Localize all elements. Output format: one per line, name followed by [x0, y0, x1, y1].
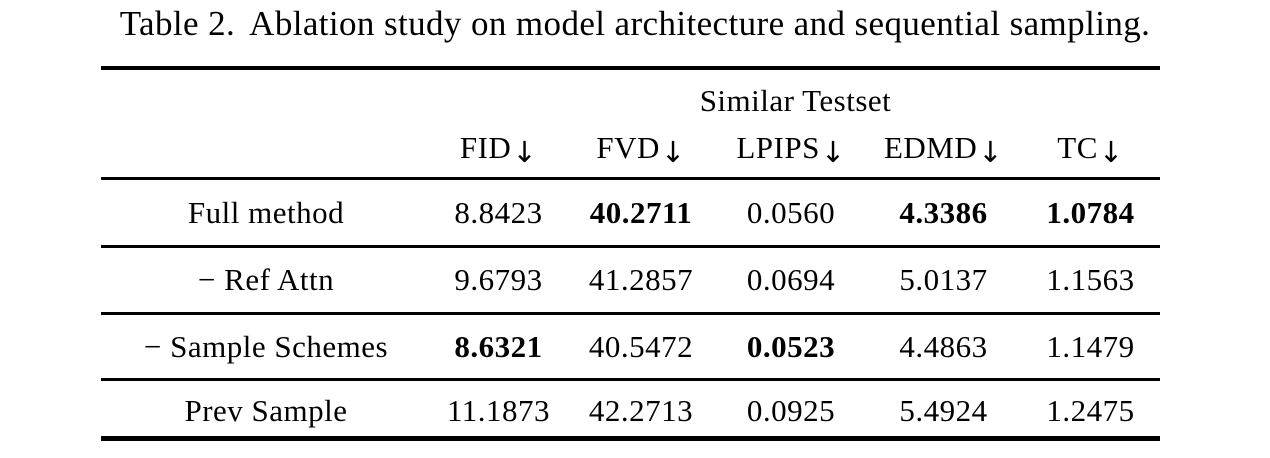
value-cell-lpips: 0.0560 — [746, 194, 836, 230]
down-arrow-icon: ↓ — [820, 134, 846, 169]
column-header-fid-label: FID — [459, 129, 512, 165]
column-group-header-row: Similar Testset — [101, 70, 1160, 122]
table-row-prev-sample: Prev Sample 11.1873 42.2713 0.0925 5.492… — [101, 381, 1160, 436]
column-header-row: FID↓ FVD↓ LPIPS↓ EDMD↓ TC↓ — [101, 122, 1160, 180]
value-cell-fid: 11.1873 — [446, 393, 551, 428]
value-cell-tc: 1.0784 — [1046, 194, 1135, 230]
column-header-fvd-label: FVD — [596, 129, 660, 165]
table-caption-text: Ablation study on model architecture and… — [249, 4, 1151, 43]
ablation-table: Similar Testset FID↓ FVD↓ LPIPS↓ EDMD↓ T… — [101, 66, 1160, 441]
column-group-header: Similar Testset — [699, 83, 892, 118]
value-cell-lpips: 0.0523 — [746, 328, 836, 364]
down-arrow-icon: ↓ — [978, 134, 1004, 169]
column-header-tc-label: TC — [1057, 129, 1098, 165]
table-row-full-method: Full method 8.8423 40.2711 0.0560 4.3386… — [101, 180, 1160, 248]
column-header-edmd: EDMD↓ — [866, 129, 1021, 169]
value-cell-fid: 8.8423 — [454, 194, 543, 230]
value-cell-tc: 1.1479 — [1046, 328, 1135, 364]
down-arrow-icon: ↓ — [1098, 134, 1124, 169]
value-cell-tc: 1.2475 — [1046, 393, 1135, 428]
down-arrow-icon: ↓ — [512, 134, 538, 169]
value-cell-edmd: 5.0137 — [899, 262, 988, 297]
down-arrow-icon: ↓ — [660, 134, 686, 169]
row-label: Full method — [187, 194, 345, 230]
table-caption: Table 2. Ablation study on model architec… — [0, 4, 1270, 44]
column-header-lpips: LPIPS↓ — [716, 129, 866, 169]
column-header-edmd-label: EDMD — [883, 129, 978, 165]
value-cell-tc: 1.1563 — [1046, 262, 1135, 297]
column-header-tc: TC↓ — [1021, 129, 1160, 169]
value-cell-fvd: 41.2857 — [588, 262, 694, 297]
row-label: − Sample Schemes — [143, 328, 389, 364]
column-header-fid: FID↓ — [431, 129, 566, 169]
value-cell-fid: 9.6793 — [454, 262, 543, 297]
value-cell-edmd: 5.4924 — [899, 393, 988, 428]
value-cell-fvd: 42.2713 — [588, 393, 694, 428]
column-header-fvd: FVD↓ — [566, 129, 716, 169]
value-cell-edmd: 4.3386 — [899, 194, 988, 230]
value-cell-fid: 8.6321 — [454, 328, 543, 364]
table-caption-label: Table 2. — [119, 4, 236, 43]
value-cell-fvd: 40.2711 — [589, 194, 693, 230]
table-row-sample-schemes: − Sample Schemes 8.6321 40.5472 0.0523 4… — [101, 315, 1160, 381]
row-label: − Ref Attn — [197, 262, 335, 297]
table-row-ref-attn: − Ref Attn 9.6793 41.2857 0.0694 5.0137 … — [101, 248, 1160, 315]
row-label: Prev Sample — [184, 393, 348, 428]
column-header-lpips-label: LPIPS — [736, 129, 820, 165]
value-cell-lpips: 0.0925 — [746, 393, 836, 428]
value-cell-edmd: 4.4863 — [899, 328, 988, 364]
value-cell-lpips: 0.0694 — [746, 262, 836, 297]
value-cell-fvd: 40.5472 — [588, 328, 694, 364]
